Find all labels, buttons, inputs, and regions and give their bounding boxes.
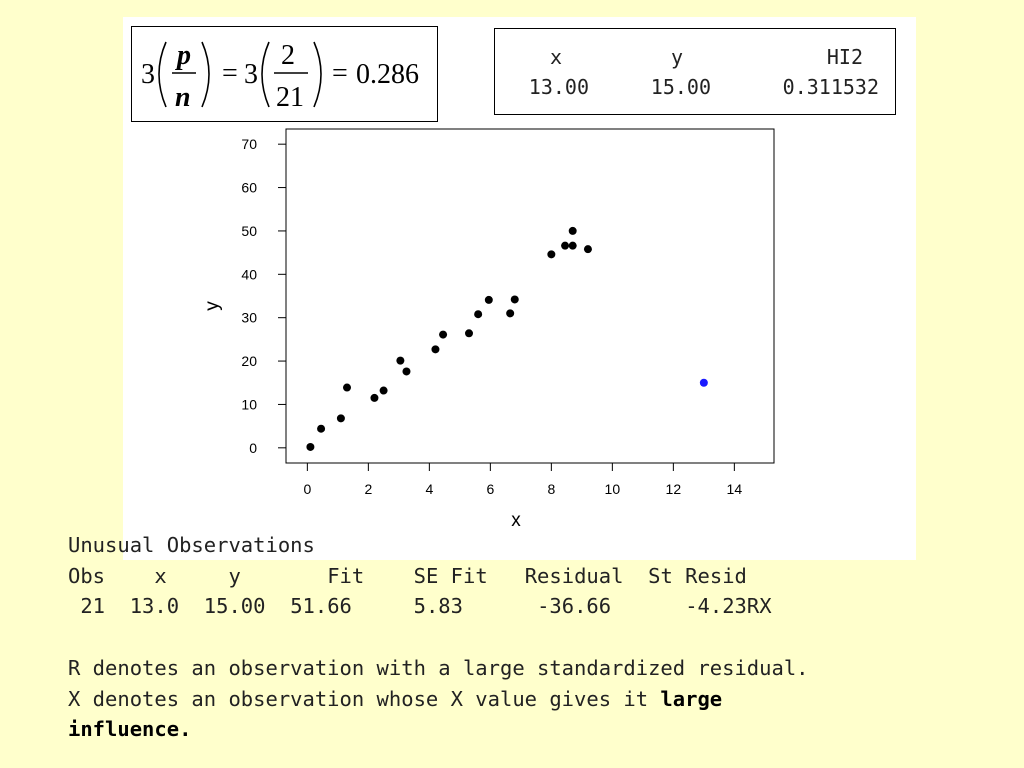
cell-st-resid: -4.23RX (685, 594, 772, 619)
data-point-s0-2 (336, 414, 345, 423)
formula-coef: 3 (141, 59, 155, 90)
hi-header-hi2: HI2 (826, 45, 863, 69)
x-note-bold-influence: influence. (68, 717, 192, 742)
x-note-text: X denotes an observation whose X value g… (68, 686, 661, 711)
data-point-s0-12 (484, 295, 493, 304)
hi-header-x: x (549, 45, 562, 69)
data-point-s0-6 (396, 356, 405, 365)
x-tick-label-2: 4 (425, 481, 433, 497)
data-point-s0-9 (439, 330, 448, 339)
x-tick-label-6: 12 (666, 481, 682, 497)
data-point-s0-0 (306, 442, 315, 451)
x-tick-label-5: 10 (605, 481, 621, 497)
y-tick-label-6: 60 (241, 180, 257, 196)
data-point-s0-19 (583, 245, 592, 254)
data-point-s0-4 (370, 393, 379, 402)
x-note-cont: influence. (68, 714, 809, 745)
formula-num-value: 2 (281, 40, 295, 71)
x-tick-label-1: 2 (364, 481, 372, 497)
data-point-s0-18 (568, 226, 577, 235)
plot-frame (285, 128, 775, 464)
data-point-s0-17 (568, 241, 577, 250)
formula-den-symbol: n (175, 82, 191, 113)
spacer-line (68, 622, 809, 653)
hi-header-y: y (670, 45, 683, 69)
cell-se-fit: 5.83 (413, 594, 463, 619)
data-point-s0-16 (561, 241, 570, 250)
x-tick-label-0: 0 (303, 481, 311, 497)
right-paren (201, 41, 210, 108)
unusual-title: Unusual Observations (68, 533, 315, 557)
col-st-resid: St Resid (648, 563, 747, 588)
y-tick-label-7: 70 (241, 136, 257, 152)
formula-equals-2: = (332, 58, 348, 89)
formula-coef-2: 3 (244, 59, 258, 90)
data-point-s0-7 (402, 367, 411, 376)
data-point-s0-13 (506, 309, 515, 318)
data-point-s0-14 (510, 295, 519, 304)
col-se-fit: SE Fit (413, 563, 488, 588)
col-y: y (228, 563, 241, 588)
left-paren (158, 41, 167, 108)
hi-value-x: 13.00 (528, 75, 589, 99)
cell-y: 15.00 (203, 594, 266, 619)
hi-header-row: x y HI2 (495, 45, 895, 71)
hi-value-row: 13.00 15.00 0.311532 (495, 75, 895, 101)
data-point-s0-8 (431, 345, 440, 354)
formula-equals-1: = (222, 58, 238, 89)
y-tick-label-1: 10 (241, 396, 257, 412)
col-obs: Obs (68, 563, 106, 588)
data-point-s0-11 (474, 310, 483, 319)
right-paren-2 (313, 41, 322, 108)
unusual-observations-output: Unusual Observations Obs x y Fit SE Fit R… (68, 530, 809, 745)
data-point-s0-1 (317, 424, 326, 433)
y-tick-label-0: 0 (249, 440, 257, 456)
col-x: x (154, 563, 167, 588)
data-point-s0-5 (379, 386, 388, 395)
hi-table: x y HI2 13.00 15.00 0.311532 (494, 28, 896, 115)
formula-result: 0.286 (356, 59, 419, 90)
cell-residual: -36.66 (537, 594, 612, 619)
unusual-data-row: 21 13.0 15.00 51.66 5.83 -36.66 -4.23RX (68, 591, 809, 622)
y-tick-label-2: 20 (241, 353, 257, 369)
x-axis-label: x (511, 510, 521, 531)
cell-fit: 51.66 (290, 594, 352, 619)
x-note-bold-large: large (660, 686, 723, 711)
x-tick-label-7: 14 (727, 481, 743, 497)
data-point-s0-10 (465, 329, 473, 338)
formula-den-value: 21 (276, 82, 304, 113)
x-tick-label-3: 6 (486, 481, 494, 497)
col-fit: Fit (327, 563, 365, 588)
data-point-s1-0 (699, 378, 708, 387)
cell-x: 13.0 (129, 594, 180, 619)
formula-num-symbol: p (175, 40, 191, 71)
cell-obs: 21 (80, 594, 106, 619)
x-tick-label-4: 8 (547, 481, 555, 497)
data-point-s0-15 (547, 250, 556, 259)
x-note: X denotes an observation whose X value g… (68, 684, 809, 715)
y-axis-label: y (202, 301, 223, 311)
col-residual: Residual (524, 563, 624, 588)
scatter-plot: 0 2 4 6 8 10 12 14 0 10 20 30 40 50 60 70 x y (202, 128, 775, 531)
y-tick-label-3: 30 (241, 310, 257, 326)
hi-value-y: 15.00 (650, 75, 711, 99)
y-tick-label-4: 40 (241, 266, 257, 282)
left-paren-2 (261, 41, 270, 108)
leverage-formula: 3 p n = 3 2 21 = 0.286 (131, 26, 438, 122)
unusual-header-row: Obs x y Fit SE Fit Residual St Resid (68, 561, 809, 592)
r-note: R denotes an observation with a large st… (68, 655, 809, 680)
y-tick-label-5: 50 (241, 223, 257, 239)
hi-value-hi2: 0.311532 (782, 75, 879, 99)
data-point-s0-3 (343, 383, 351, 392)
